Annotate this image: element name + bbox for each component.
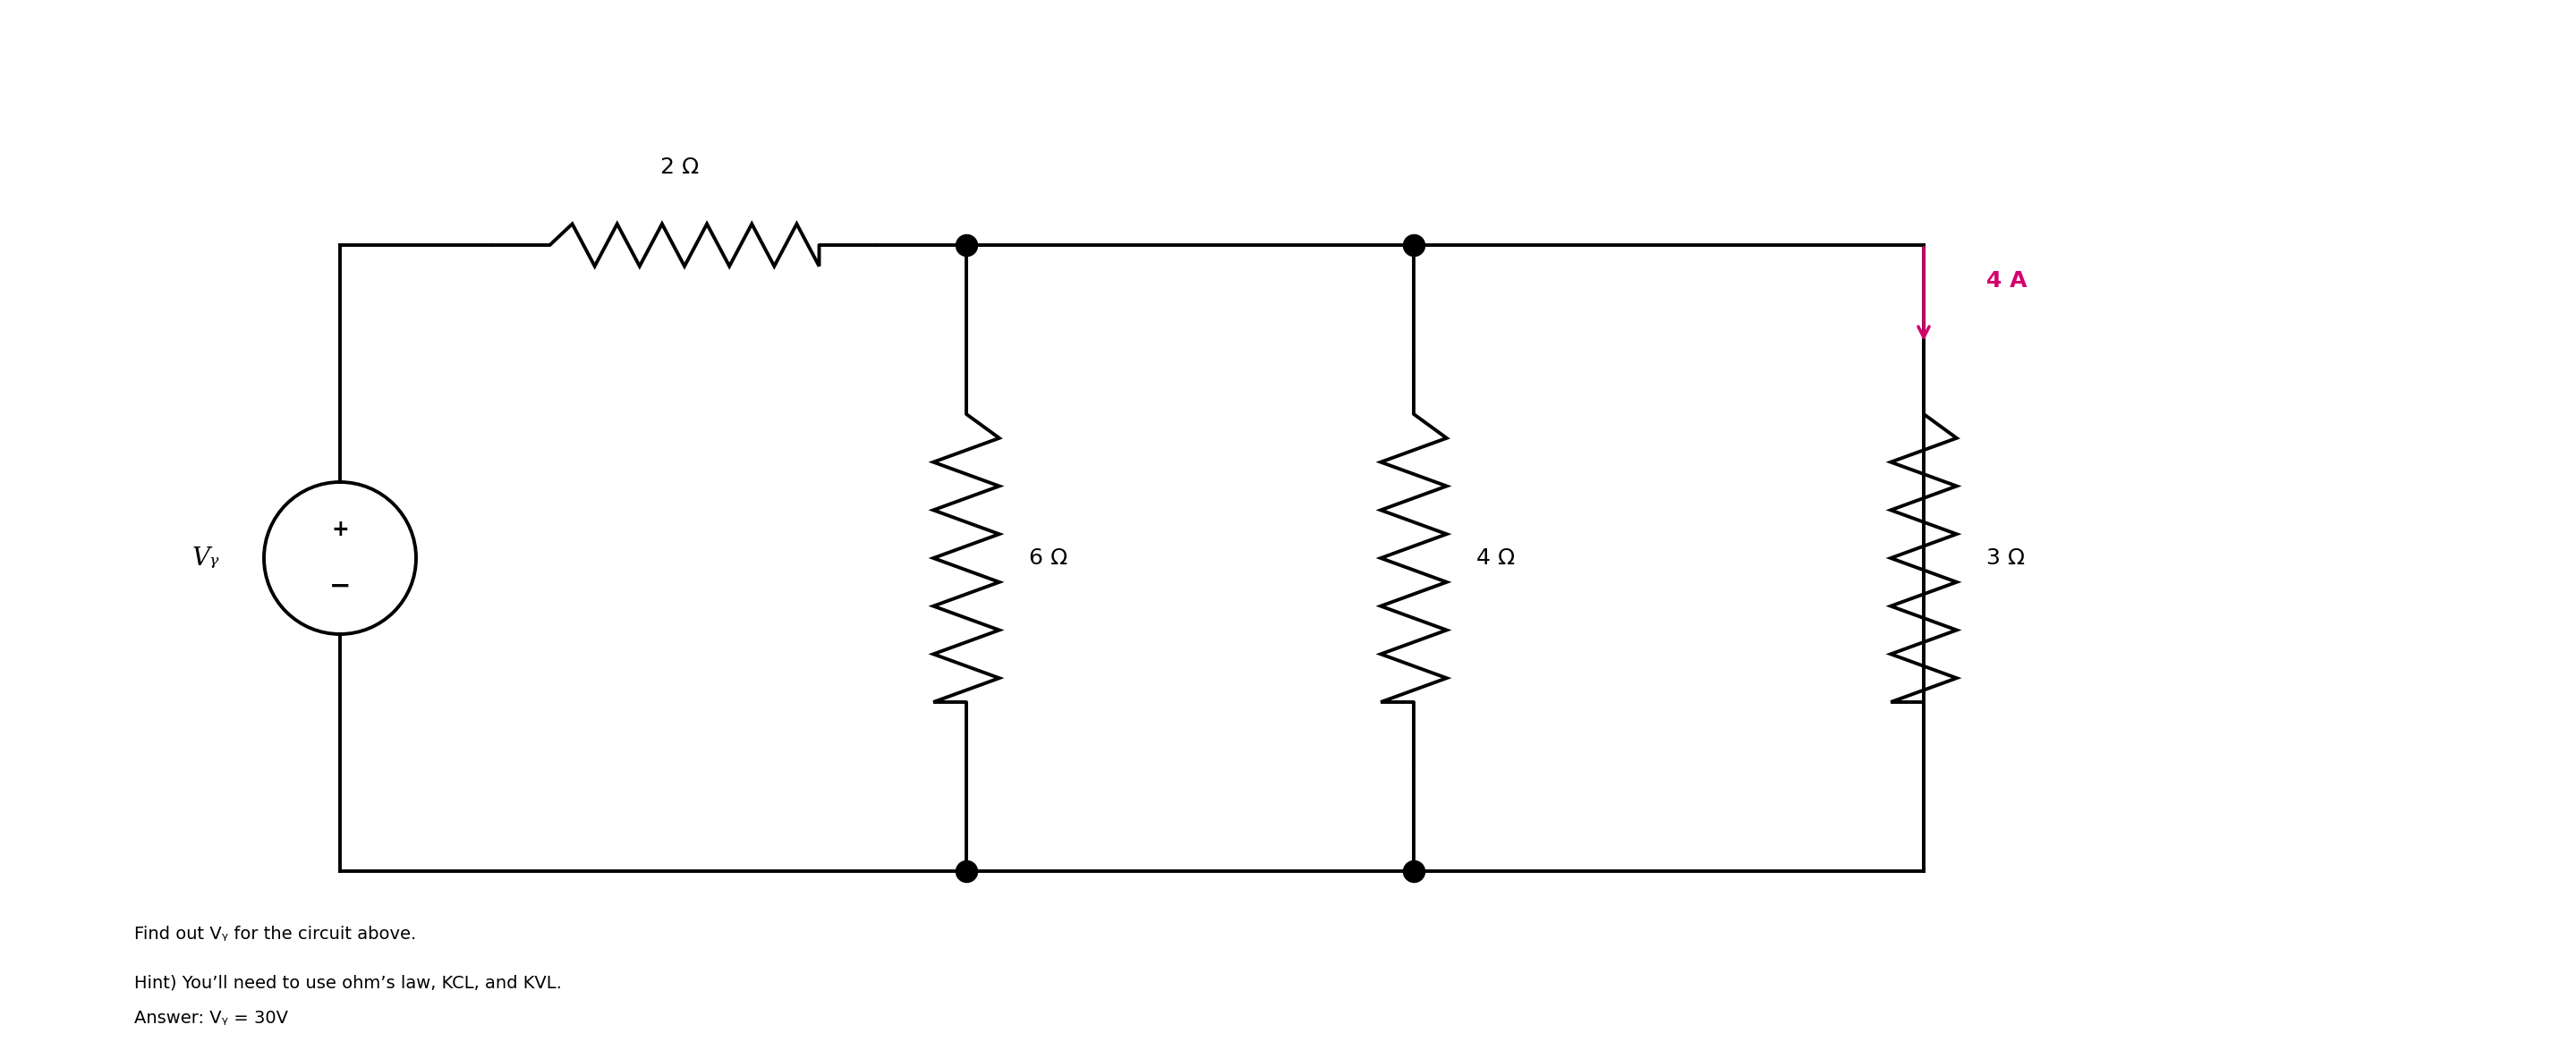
- Text: +: +: [332, 519, 348, 540]
- Text: 6 Ω: 6 Ω: [1028, 547, 1066, 569]
- Text: Hint) You’ll need to use ohm’s law, KCL, and KVL.: Hint) You’ll need to use ohm’s law, KCL,…: [134, 974, 562, 991]
- Text: −: −: [330, 574, 350, 600]
- Point: [945, 236, 987, 253]
- Text: 3 Ω: 3 Ω: [1986, 547, 2025, 569]
- Point: [1394, 236, 1435, 253]
- Text: 4 A: 4 A: [1986, 270, 2027, 292]
- Text: Answer: Vᵧ = 30V: Answer: Vᵧ = 30V: [134, 1010, 289, 1027]
- Point: [945, 863, 987, 880]
- Text: 2 Ω: 2 Ω: [659, 156, 698, 179]
- Text: Find out Vᵧ for the circuit above.: Find out Vᵧ for the circuit above.: [134, 925, 417, 942]
- Text: 4 Ω: 4 Ω: [1476, 547, 1515, 569]
- Text: Vᵧ: Vᵧ: [193, 546, 219, 570]
- Point: [1394, 863, 1435, 880]
